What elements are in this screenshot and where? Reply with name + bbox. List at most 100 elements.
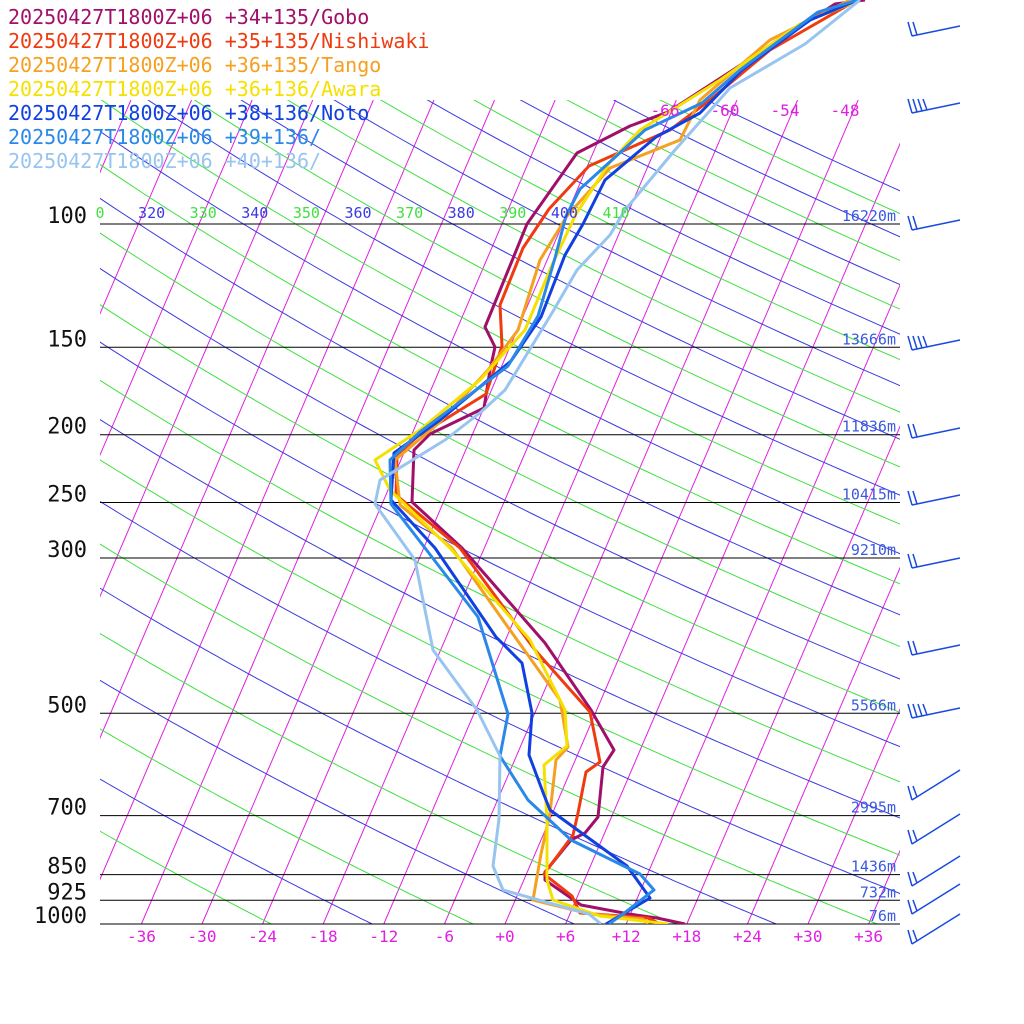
- upper-temperature-label: -60: [711, 101, 740, 120]
- legend: 20250427T1800Z+06 +34+135/Gobo 20250427T1…: [8, 5, 429, 173]
- wind-barb: [907, 553, 961, 569]
- height-label: 5566m: [851, 696, 896, 714]
- dry-adiabat-line: [426, 100, 900, 335]
- temperature-tick-label: +18: [672, 927, 701, 946]
- theta-label: 340: [241, 204, 268, 222]
- theta-label: 400: [551, 204, 578, 222]
- temperature-tick-label: +0: [495, 927, 514, 946]
- height-label: 10415m: [842, 486, 896, 504]
- temperature-tick-label: +30: [794, 927, 823, 946]
- dry-adiabat-line: [100, 587, 777, 924]
- height-label: 11836m: [842, 418, 896, 436]
- dry-adiabat-line: [100, 130, 900, 555]
- wind-barb: [907, 913, 961, 945]
- isotherm-line: [565, 142, 900, 924]
- pressure-label: 700: [47, 796, 87, 821]
- legend-entry: 20250427T1800Z+06 +38+136/Noto: [8, 101, 369, 125]
- temperature-tick-label: -24: [248, 927, 277, 946]
- isotherm-line: [0, 100, 10, 924]
- pressure-label: 500: [47, 693, 87, 718]
- isotherm-line: [100, 100, 435, 881]
- dry-adiabat-line: [659, 100, 900, 215]
- dry-adiabat-line: [100, 341, 900, 748]
- isobar-lines: [100, 223, 900, 925]
- dry-adiabat-line: [100, 419, 900, 819]
- dry-adiabat-line: [100, 100, 900, 525]
- isotherm-line: [443, 100, 799, 924]
- upper-temperature-label: -48: [831, 101, 860, 120]
- profile-line-4: [373, 0, 861, 924]
- height-label: 16220m: [842, 207, 896, 225]
- wind-barb: [907, 98, 961, 114]
- legend-entry: 20250427T1800Z+06 +34+135/Gobo: [8, 5, 369, 29]
- isotherm-line: [746, 566, 900, 924]
- profile-line-7: [373, 0, 861, 924]
- isotherm-line: [504, 100, 859, 924]
- dry-adiabat-line: [333, 100, 900, 387]
- dry-adiabat-line: [100, 197, 900, 616]
- wind-barbs: [907, 21, 961, 945]
- dry-adiabat-line: [193, 100, 900, 468]
- dry-adiabat-line: [147, 100, 900, 496]
- dry-adiabat-line: [100, 379, 900, 783]
- temperature-tick-label: +24: [733, 927, 762, 946]
- wind-barb: [907, 855, 961, 887]
- temperature-tick-label: -18: [309, 927, 338, 946]
- dry-adiabat-line: [100, 632, 676, 924]
- pressure-label: 100: [47, 204, 87, 229]
- legend-entry: 20250427T1800Z+06 +36+135/Tango: [8, 53, 381, 77]
- pressure-label: 300: [47, 538, 87, 563]
- isotherm-line: [100, 100, 193, 315]
- dry-adiabat-line: [100, 830, 272, 924]
- wind-barb: [907, 215, 961, 231]
- pressure-label: 925: [47, 880, 87, 905]
- theta-label: 410: [602, 204, 629, 222]
- profile-line-6: [388, 0, 859, 924]
- theta-label: 0: [95, 204, 104, 222]
- dry-adiabat-line: [100, 728, 474, 924]
- dry-adiabat-line: [100, 500, 900, 895]
- isotherm-line: [100, 100, 374, 740]
- height-label: 13666m: [842, 330, 896, 348]
- pressure-label: 250: [47, 483, 87, 508]
- dry-adiabat-line: [100, 163, 900, 585]
- height-label: 76m: [869, 907, 896, 925]
- dry-adiabat-line: [100, 459, 900, 856]
- pressure-label: 200: [47, 415, 87, 440]
- dry-adiabat-line: [100, 232, 900, 648]
- wind-barb: [907, 423, 961, 439]
- legend-entry: 20250427T1800Z+06 +39+136/: [8, 125, 321, 149]
- profile-line-5: [389, 0, 859, 924]
- temperature-tick-label: +12: [612, 927, 641, 946]
- dry-adiabat-line: [100, 543, 878, 924]
- theta-label: 350: [293, 204, 320, 222]
- pressure-label: 1000: [34, 904, 87, 929]
- temperature-tick-label: -30: [188, 927, 217, 946]
- upper-temperature-label: -54: [771, 101, 800, 120]
- theta-label: 330: [190, 204, 217, 222]
- profile-line-1: [410, 0, 866, 924]
- theta-label: 360: [344, 204, 371, 222]
- height-label: 2995m: [851, 799, 896, 817]
- isotherm-line: [100, 100, 253, 457]
- legend-entry: 20250427T1800Z+06 +36+136/Awara: [8, 77, 381, 101]
- height-label: 9210m: [851, 541, 896, 559]
- dry-adiabat-line: [100, 778, 373, 924]
- height-label: 1436m: [851, 858, 896, 876]
- pressure-label: 150: [47, 327, 87, 352]
- isotherm-line: [140, 100, 496, 924]
- theta-label: 380: [448, 204, 475, 222]
- temperature-tick-label: +6: [556, 927, 575, 946]
- isotherm-line: [201, 100, 556, 924]
- dry-adiabat-line: [519, 100, 900, 286]
- isotherm-line: [990, 100, 1024, 924]
- wind-barb: [907, 335, 961, 351]
- pressure-label: 850: [47, 855, 87, 880]
- height-label: 732m: [860, 883, 896, 901]
- wind-barb: [907, 703, 961, 719]
- background-grid: [0, 100, 1024, 924]
- temperature-tick-label: +36: [854, 927, 883, 946]
- isotherm-line: [807, 708, 900, 924]
- isotherm-line: [322, 100, 677, 924]
